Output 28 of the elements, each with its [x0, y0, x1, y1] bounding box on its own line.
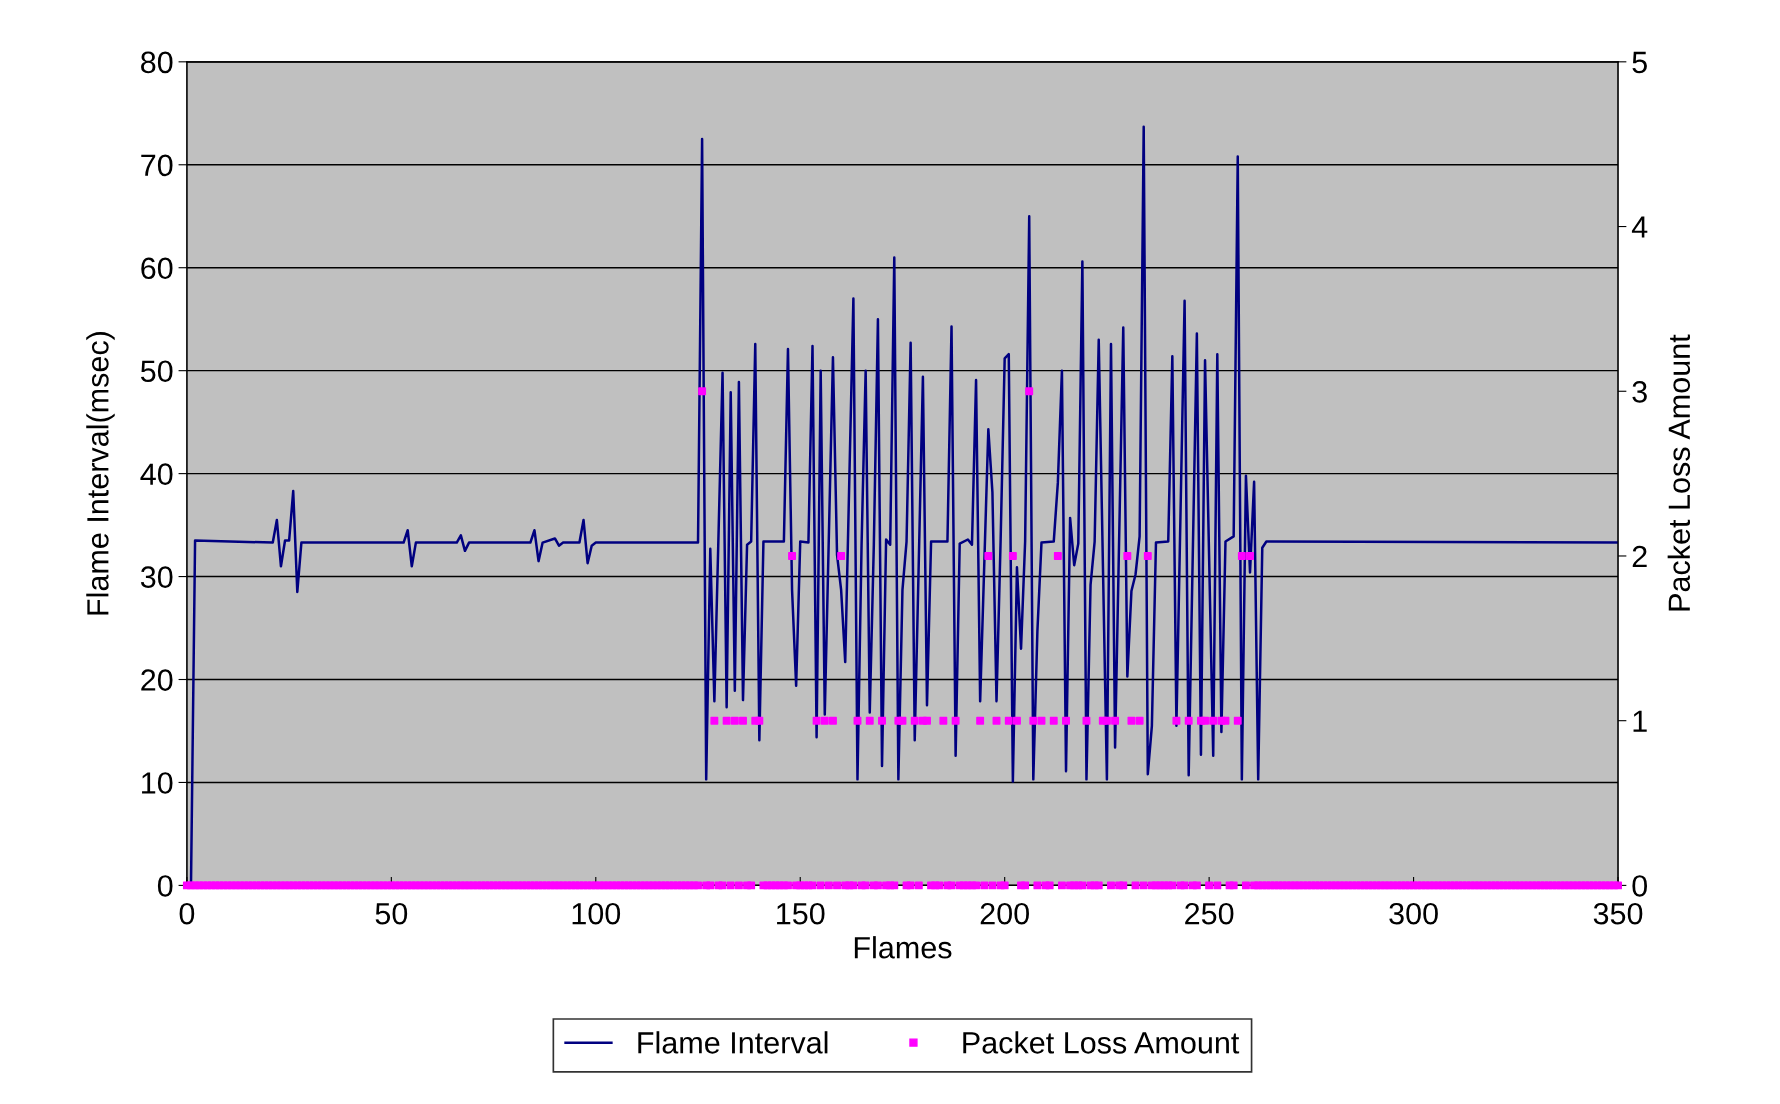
- y-tick-label: 50: [140, 360, 173, 383]
- x-tick-label: 250: [1185, 902, 1234, 925]
- y2-tick-label: 3: [1632, 380, 1647, 403]
- legend-label: Flame Interval: [638, 1031, 828, 1054]
- legend-label: Packet Loss Amount: [963, 1031, 1240, 1054]
- x-tick-label: 350: [1593, 902, 1643, 925]
- y-tick-label: 0: [157, 875, 173, 897]
- y2-tick-label: 5: [1632, 51, 1647, 74]
- y-tick-label: 30: [140, 566, 173, 588]
- y-tick-label: 60: [141, 257, 173, 280]
- y-tick-label: 40: [140, 463, 173, 485]
- y2-tick-label: 0: [1632, 875, 1648, 897]
- x-axis-title: Flames: [854, 936, 952, 959]
- y2-tick-label: 1: [1633, 710, 1647, 732]
- x-tick-label: 200: [980, 902, 1029, 925]
- x-tick-label: 150: [777, 902, 825, 925]
- y2-axis-title: Packet Loss Amount: [1667, 334, 1691, 611]
- x-tick-label: 0: [179, 902, 195, 925]
- y-tick-label: 80: [141, 51, 173, 74]
- y-tick-label: 10: [142, 772, 173, 794]
- y-tick-label: 70: [141, 154, 173, 177]
- y2-tick-label: 2: [1632, 545, 1647, 568]
- x-tick-label: 100: [572, 902, 621, 925]
- y-tick-label: 20: [141, 669, 173, 691]
- x-tick-label: 300: [1389, 902, 1438, 925]
- x-tick-label: 50: [375, 902, 408, 925]
- y-axis-title: Flame Interval(msec): [86, 332, 115, 615]
- y2-tick-label: 4: [1631, 216, 1648, 238]
